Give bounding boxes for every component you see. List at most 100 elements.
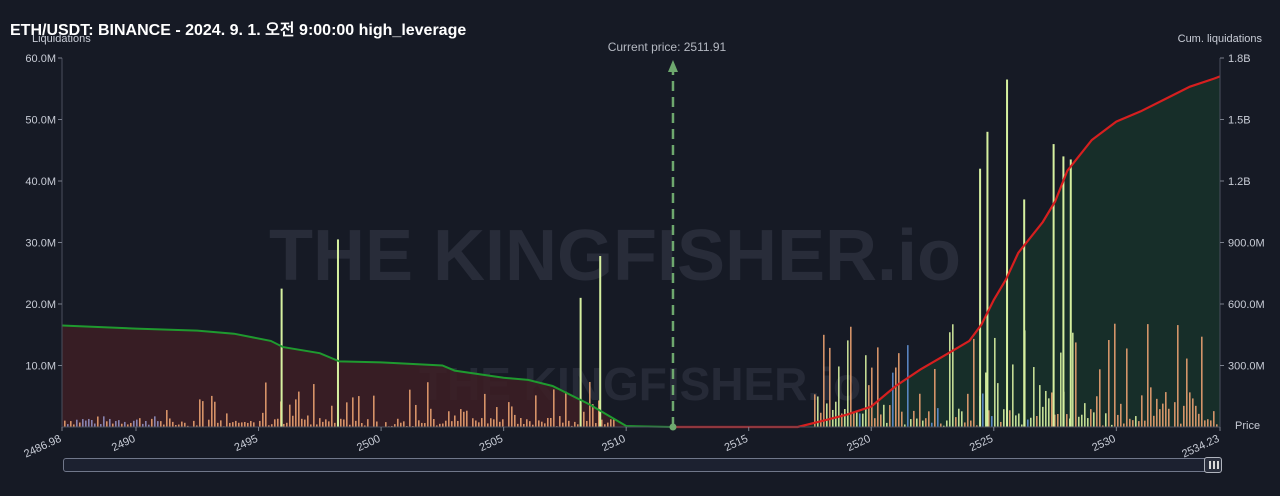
- liquidation-bar: [109, 418, 111, 427]
- liquidation-bar: [1054, 414, 1056, 427]
- liquidation-bar: [82, 419, 84, 427]
- liquidation-bar: [889, 405, 891, 427]
- range-scrollbar[interactable]: [63, 457, 1222, 473]
- liquidation-bar: [1168, 408, 1170, 427]
- liquidation-bar: [919, 393, 921, 427]
- liquidation-bar: [970, 420, 972, 427]
- liquidation-bar: [463, 411, 465, 427]
- liquidation-bar: [472, 418, 474, 427]
- liquidation-bar: [1165, 392, 1167, 427]
- liquidation-bar: [130, 422, 132, 427]
- liquidation-bar: [91, 419, 93, 427]
- liquidation-bar: [1027, 419, 1029, 427]
- liquidation-bar: [112, 423, 114, 427]
- liquidation-bar: [442, 423, 444, 427]
- liquidation-bar: [154, 416, 156, 427]
- liquidation-bar: [307, 415, 309, 427]
- liquidation-bar: [427, 382, 429, 427]
- liquidation-bar: [448, 411, 450, 427]
- liquidation-bar: [892, 372, 894, 427]
- liquidation-bar: [982, 393, 984, 427]
- liquidation-bar: [613, 418, 615, 427]
- liquidation-bar: [559, 416, 561, 427]
- liquidation-bar: [1123, 423, 1125, 427]
- liquidation-bar: [352, 397, 354, 427]
- liquidation-bar: [187, 425, 189, 427]
- liquidation-bar: [877, 347, 879, 427]
- liquidation-bar: [922, 420, 924, 427]
- liquidation-bar: [481, 418, 483, 427]
- liquidation-bar: [1105, 413, 1107, 427]
- cumulative-fills: [62, 76, 1220, 428]
- liquidation-bar: [76, 419, 78, 427]
- liquidation-bar: [1084, 403, 1086, 427]
- y-left-tick-label: 10.0M: [25, 361, 56, 373]
- liquidation-bar: [1093, 412, 1095, 427]
- liquidation-bar: [325, 419, 327, 427]
- x-tick-label: 2525: [968, 433, 995, 454]
- liquidation-bar: [394, 424, 396, 427]
- liquidation-bar: [157, 421, 159, 427]
- liquidation-bar: [508, 402, 510, 427]
- liquidation-bar: [541, 421, 543, 427]
- liquidation-bar: [838, 366, 840, 427]
- liquidation-bar: [490, 418, 492, 427]
- liquidation-bar: [1141, 395, 1143, 427]
- x-tick-label: 2510: [600, 433, 627, 454]
- liquidation-bar: [367, 419, 369, 427]
- liquidation-bar: [400, 422, 402, 427]
- liquidation-bar: [1213, 411, 1215, 427]
- liquidation-bar: [946, 420, 948, 427]
- liquidation-bar: [172, 421, 174, 427]
- liquidation-bar: [124, 421, 126, 427]
- liquidation-bar: [976, 425, 978, 427]
- liquidation-bar: [346, 402, 348, 427]
- liquidation-bar: [391, 425, 393, 427]
- liquidation-bar: [1000, 421, 1002, 427]
- chart-title: ETH/USDT: BINANCE - 2024. 9. 1. 오전 9:00:…: [10, 22, 467, 39]
- liquidation-bar: [115, 421, 117, 427]
- liquidation-bar: [880, 414, 882, 427]
- liquidation-bar: [520, 418, 522, 427]
- liquidation-bar: [451, 421, 453, 427]
- liquidation-bar: [145, 421, 147, 427]
- liquidation-bar: [949, 332, 951, 427]
- liquidation-bar: [1138, 421, 1140, 427]
- liquidation-bar: [610, 419, 612, 427]
- liquidation-bar: [142, 423, 144, 427]
- liquidation-bar: [277, 418, 279, 427]
- liquidation-bar: [175, 425, 177, 427]
- liquidation-bar: [184, 422, 186, 427]
- current-price-marker[interactable]: Current price: 2511.91: [608, 40, 727, 431]
- long-cumulative-fill: [62, 325, 673, 427]
- liquidation-bar: [583, 411, 585, 427]
- liquidation-bar: [859, 413, 861, 427]
- liquidation-bar: [835, 401, 837, 427]
- liquidation-bar: [517, 423, 519, 427]
- liquidation-bar: [913, 410, 915, 427]
- liquidation-bar: [202, 401, 204, 427]
- y-right-axis-label: Cum. liquidations: [1177, 33, 1262, 45]
- liquidation-bar: [244, 421, 246, 427]
- liquidation-bar: [1210, 420, 1212, 427]
- liquidation-bar: [916, 418, 918, 427]
- liquidation-bar: [178, 424, 180, 427]
- liquidation-bar: [415, 404, 417, 427]
- liquidation-bar: [598, 400, 600, 427]
- liquidation-bar: [931, 422, 933, 427]
- liquidation-bar: [910, 419, 912, 427]
- liquidation-bar: [418, 420, 420, 427]
- liquidation-bar: [874, 418, 876, 427]
- liquidation-bar: [1045, 390, 1047, 427]
- liquidation-bar: [1120, 403, 1122, 427]
- liquidation-bar-highlight: [579, 297, 582, 427]
- x-axis-label: Price: [1235, 420, 1260, 432]
- scroll-handle[interactable]: [1204, 457, 1222, 473]
- liquidation-bar: [865, 355, 867, 427]
- liquidation-bar: [553, 389, 555, 427]
- liquidation-bar: [826, 403, 828, 427]
- liquidation-bar: [247, 422, 249, 427]
- liquidation-bar: [250, 420, 252, 427]
- liquidation-bar-highlight: [1062, 156, 1065, 427]
